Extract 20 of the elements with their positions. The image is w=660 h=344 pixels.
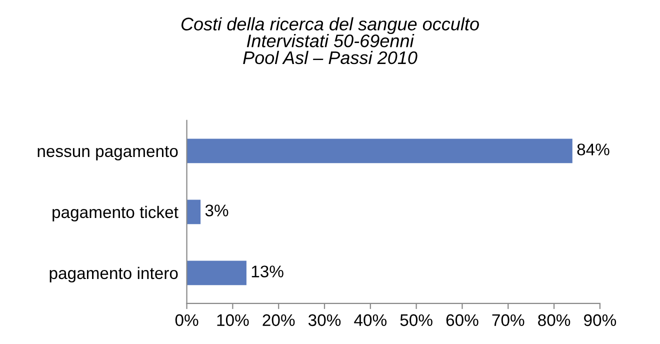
chart-title: Costi della ricerca del sangue occulto Intervistati 50-69enni Pool Asl – Passi 2010 xyxy=(181,17,479,64)
x-tick-label: 80% xyxy=(538,314,570,326)
data-label: 13% xyxy=(252,266,284,278)
bar xyxy=(186,200,201,224)
data-label: 3% xyxy=(205,204,228,216)
x-tick-label: 40% xyxy=(354,314,386,326)
x-tick-label: 0% xyxy=(175,314,198,326)
x-tick-label: 60% xyxy=(446,314,478,326)
x-tick-label: 50% xyxy=(400,314,432,326)
x-tick-label: 30% xyxy=(308,314,341,326)
y-tick-label: pagamento intero xyxy=(50,266,178,282)
x-tick-label: 70% xyxy=(492,314,524,326)
x-tick-label: 10% xyxy=(217,314,249,326)
x-tick-label: 20% xyxy=(262,314,295,326)
y-tick-label: nessun pagamento xyxy=(38,146,178,160)
data-label: 84% xyxy=(577,144,610,156)
bar xyxy=(186,138,572,164)
bar xyxy=(186,260,246,286)
y-tick-label: pagamento ticket xyxy=(52,206,178,222)
x-tick-label: 90% xyxy=(584,314,616,326)
